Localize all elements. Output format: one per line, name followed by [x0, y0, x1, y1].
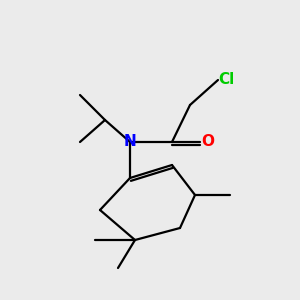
Text: O: O	[202, 134, 214, 149]
Text: Cl: Cl	[218, 73, 234, 88]
Text: N: N	[124, 134, 136, 149]
